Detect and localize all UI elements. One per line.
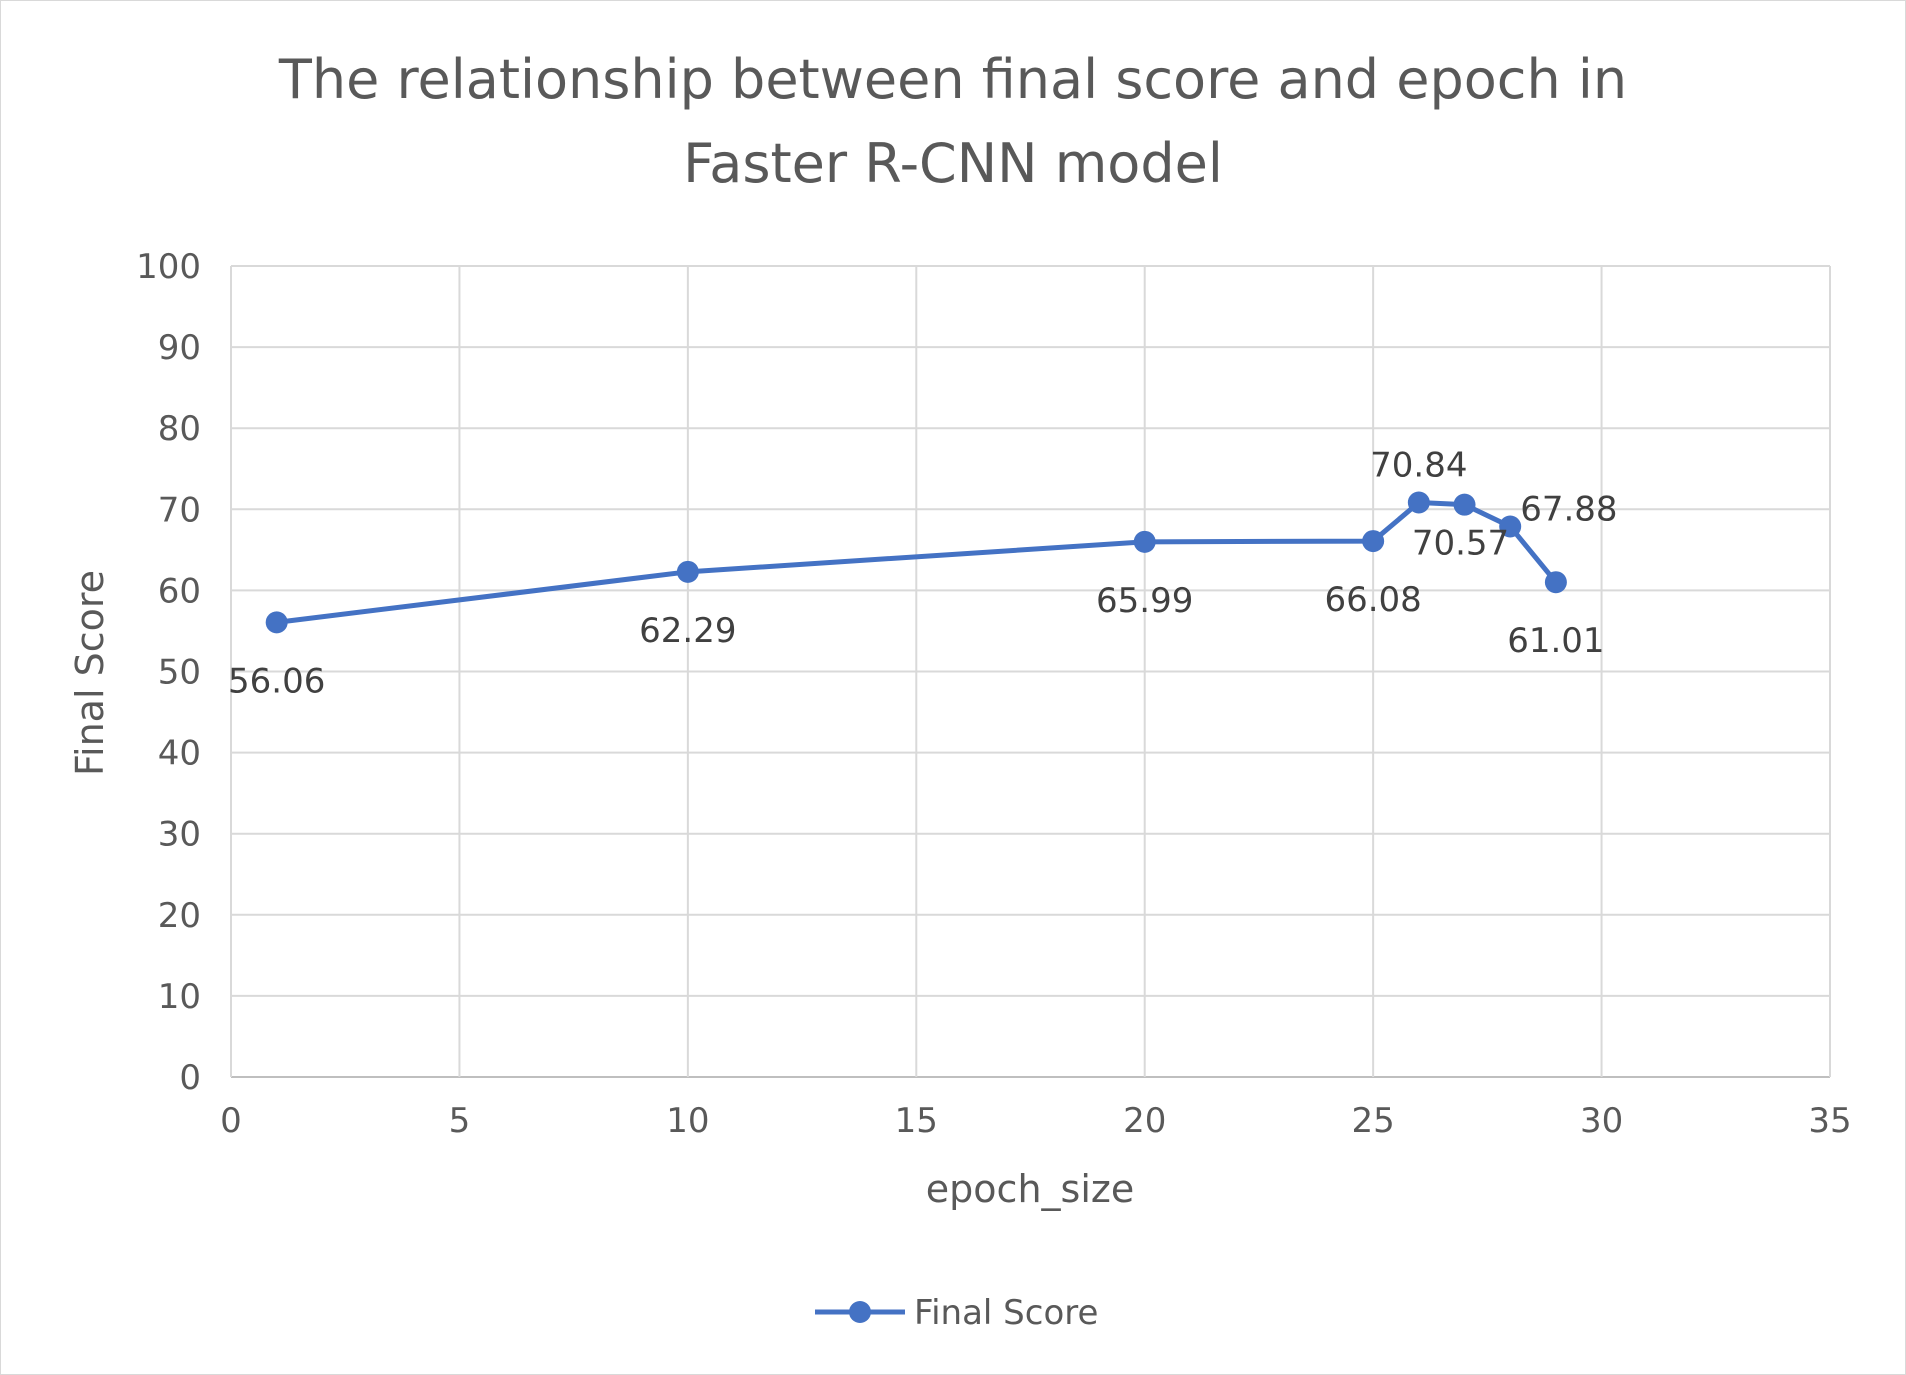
y-tick-label: 50: [158, 653, 201, 693]
data-label: 61.01: [1507, 621, 1604, 661]
data-point: [676, 560, 699, 583]
data-label: 65.99: [1096, 581, 1193, 621]
data-label: 66.08: [1324, 580, 1421, 620]
data-point: [1407, 491, 1430, 514]
y-tick-label: 30: [158, 815, 201, 855]
chart-title-line-2: Faster R-CNN model: [683, 132, 1223, 195]
y-tick-label: 20: [158, 896, 201, 936]
data-label: 56.06: [228, 661, 325, 701]
data-point: [1499, 515, 1522, 538]
y-tick-label: 70: [158, 490, 201, 530]
y-tick-label: 100: [136, 247, 201, 287]
data-point: [1133, 530, 1156, 553]
x-axis-title: epoch_size: [926, 1167, 1134, 1211]
y-tick-label: 60: [158, 571, 201, 611]
legend-marker: [849, 1301, 871, 1323]
data-point: [1544, 571, 1567, 594]
y-tick-label: 0: [179, 1058, 201, 1098]
data-labels: 56.06 62.29 65.99 66.08 70.84 70.57 67.88 61.01: [228, 445, 1618, 701]
x-axis-ticks: 0 5 10 15 20 25 30 35: [220, 1101, 1851, 1141]
x-tick-label: 30: [1580, 1101, 1623, 1141]
y-axis-ticks: 0 10 20 30 40 50 60 70 80 90 100: [136, 247, 201, 1098]
chart-title-line-1: The relationship between final score and…: [278, 48, 1627, 111]
x-tick-label: 35: [1808, 1101, 1851, 1141]
y-axis-title: Final Score: [68, 570, 112, 776]
x-tick-label: 5: [449, 1101, 471, 1141]
data-label: 70.57: [1412, 524, 1509, 564]
legend: Final Score: [815, 1293, 1098, 1333]
x-tick-label: 0: [220, 1101, 242, 1141]
x-tick-label: 20: [1123, 1101, 1166, 1141]
chart-title: The relationship between final score and…: [278, 48, 1627, 195]
x-tick-label: 25: [1352, 1101, 1395, 1141]
y-tick-label: 90: [158, 328, 201, 368]
y-tick-label: 40: [158, 734, 201, 774]
gridlines: [230, 265, 1831, 1078]
x-tick-label: 10: [666, 1101, 709, 1141]
series-final-score: [265, 491, 1567, 634]
data-point: [1362, 530, 1385, 553]
legend-label: Final Score: [914, 1293, 1098, 1333]
x-tick-label: 15: [895, 1101, 938, 1141]
data-label: 70.84: [1370, 445, 1467, 485]
y-tick-label: 80: [158, 409, 201, 449]
data-label: 62.29: [639, 611, 736, 651]
data-label: 67.88: [1520, 489, 1617, 529]
y-tick-label: 10: [158, 977, 201, 1017]
data-point: [265, 611, 288, 634]
data-point: [1453, 493, 1476, 516]
